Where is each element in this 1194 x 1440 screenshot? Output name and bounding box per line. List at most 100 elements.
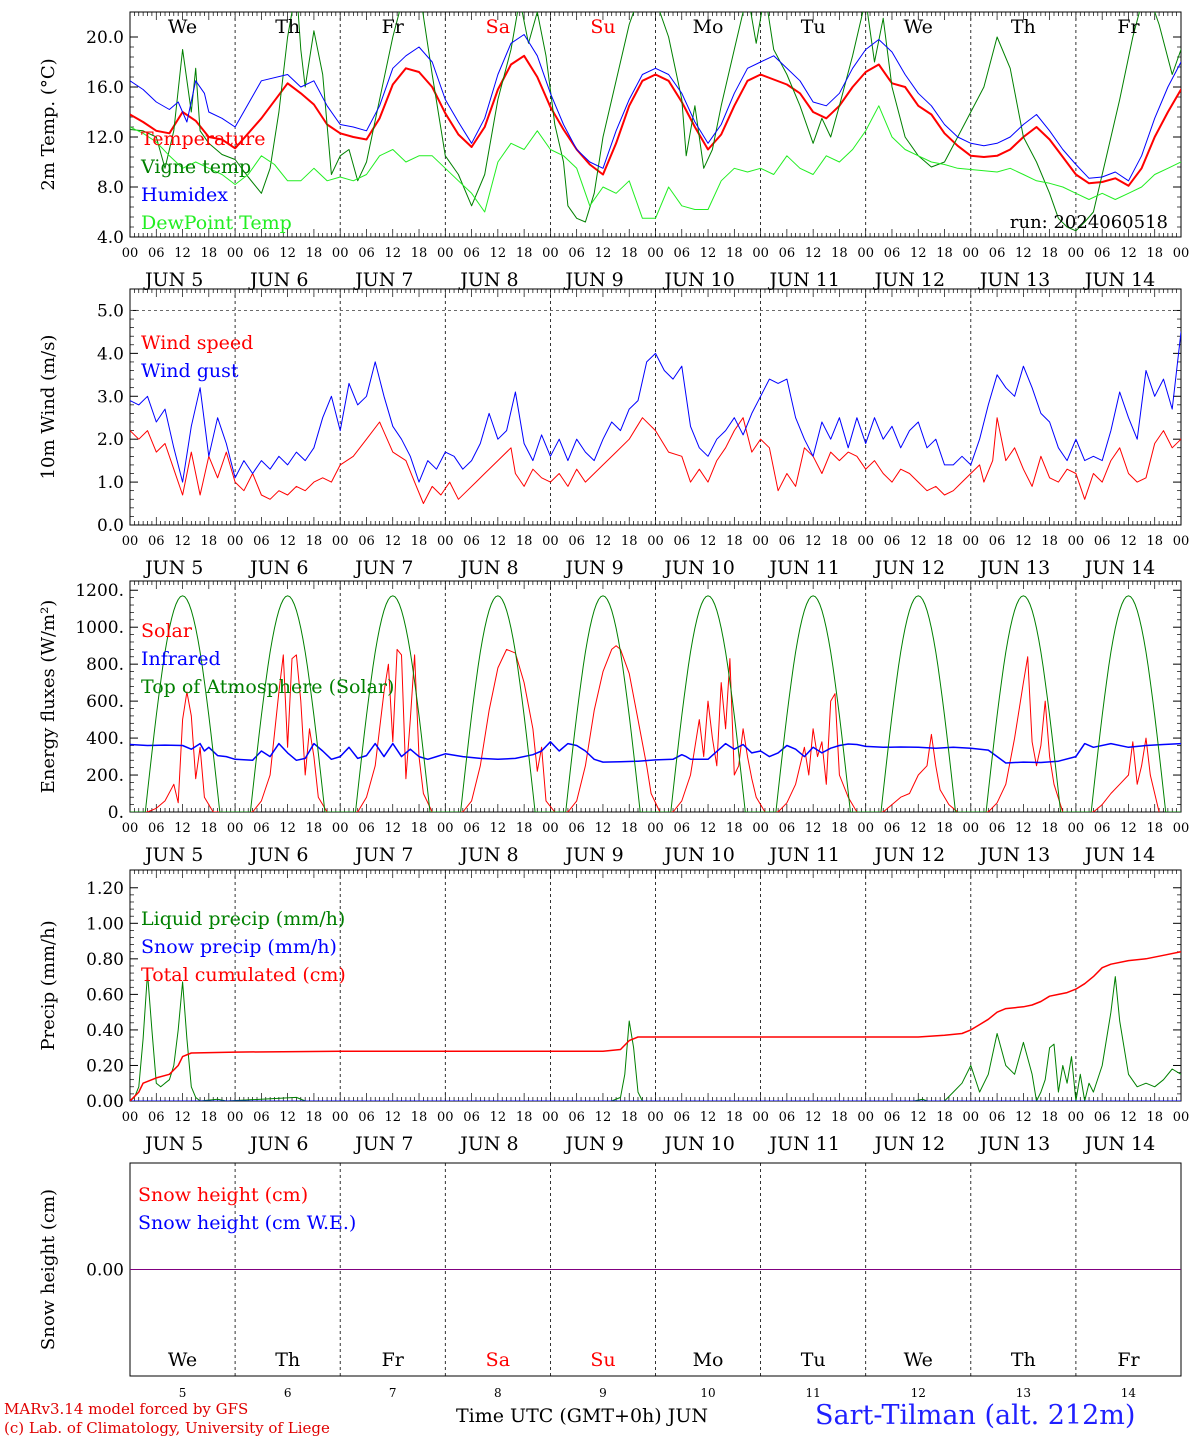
panel-snow: 0.00 Snow height (cm) Snow height (cm) Snow… [38,1162,1182,1400]
hour-tick-label: 18 [936,246,953,261]
date-label: JUN 5 [143,1133,203,1155]
legend-entry: DewPoint Temp [141,212,292,234]
hour-tick-label: 12 [595,534,612,549]
hour-tick-label: 00 [1068,1110,1085,1125]
hour-tick-label: 12 [595,821,612,836]
hour-tick-label: 00 [122,1110,139,1125]
hour-tick-label: 06 [568,246,585,261]
hour-tick-label: 12 [279,534,296,549]
hour-tick-label: 06 [253,1110,270,1125]
hour-tick-label: 18 [306,821,323,836]
series-line-infrared [130,741,1181,764]
y-tick-label: 4.0 [97,344,124,364]
hour-tick-label: 18 [1146,534,1163,549]
legend-entry: Snow height (cm) [138,1184,308,1206]
date-label: JUN 8 [458,269,518,291]
hour-tick-label: 06 [989,534,1006,549]
panel-precip: 0.00 0.20 0.40 0.60 0.80 1.00 1.20 Precip (mm/h… [38,869,1189,1155]
legend-entry: Vigne temp [140,156,251,178]
hour-tick-label: 00 [752,1110,769,1125]
date-label: JUN 12 [873,269,945,291]
y-tick-label: 1000. [75,618,124,638]
date-label: JUN 9 [563,844,623,866]
date-label: JUN 10 [662,557,734,579]
date-label: JUN 7 [353,557,413,579]
y-tick-label: 0.20 [86,1056,124,1076]
hour-tick-label: 00 [963,246,980,261]
day-name: We [168,1349,197,1371]
date-label: JUN 11 [767,557,839,579]
hour-tick-label: 06 [884,821,901,836]
legend-entry: Temperature [141,128,265,150]
hour-tick-label: 00 [857,246,874,261]
hour-tick-label: 00 [332,534,349,549]
hour-tick-label: 18 [936,821,953,836]
hour-tick-label: 06 [148,534,165,549]
day-name: Mo [693,1349,724,1371]
day-name: Th [275,16,300,38]
hour-tick-label: 06 [463,821,480,836]
hour-tick-label: 00 [332,246,349,261]
day-name: Tu [801,1349,826,1371]
hour-tick-label: 12 [700,821,717,836]
hour-tick-label: 06 [674,821,691,836]
date-label: JUN 13 [978,1133,1050,1155]
hour-tick-label: 00 [1068,821,1085,836]
date-label: JUN 5 [143,269,203,291]
y-tick-label: 4.0 [97,228,124,248]
day-name: Mo [693,16,724,38]
y-tick-label: 0.40 [86,1021,124,1041]
date-label: JUN 12 [873,1133,945,1155]
hour-tick-label: 18 [306,534,323,549]
date-label: JUN 12 [873,557,945,579]
y-tick-label: 5.0 [97,301,124,321]
date-label: JUN 13 [978,844,1050,866]
y-tick-label: 800. [86,655,124,675]
date-label: JUN 5 [143,557,203,579]
panel-temp: 4.0 8.0 12.0 16.0 20.0 2m Temp. (°C) Temperatu… [38,11,1189,291]
date-label: JUN 14 [1083,269,1155,291]
hour-tick-label: 12 [1120,246,1137,261]
day-number: 12 [911,1386,926,1400]
y-tick-label: 1.00 [86,914,124,934]
date-label: JUN 6 [248,1133,308,1155]
hour-tick-label: 18 [1041,1110,1058,1125]
hour-tick-label: 12 [1120,1110,1137,1125]
hour-tick-label: 12 [1015,1110,1032,1125]
date-label: JUN 10 [662,269,734,291]
date-label: JUN 6 [248,844,308,866]
date-label: JUN 5 [143,844,203,866]
hour-tick-label: 12 [384,1110,401,1125]
hour-tick-label: 06 [358,821,375,836]
hour-tick-label: 00 [437,246,454,261]
hour-tick-label: 00 [227,246,244,261]
day-number: 14 [1121,1386,1137,1400]
hour-tick-label: 12 [805,534,822,549]
series-line-dewpoint-temp [130,105,1181,219]
hour-tick-label: 00 [542,534,559,549]
hour-tick-label: 12 [174,246,191,261]
y-tick-label: 400. [86,729,124,749]
day-number: 7 [389,1386,397,1400]
hour-tick-label: 18 [1041,246,1058,261]
hour-tick-label: 12 [174,534,191,549]
date-label: JUN 7 [353,844,413,866]
hour-tick-label: 00 [963,821,980,836]
hour-tick-label: 12 [1015,246,1032,261]
day-number: 10 [700,1386,715,1400]
panel-wind: 0.0 1.0 2.0 3.0 4.0 5.0 10m Wind (m/s) Wind spe… [38,288,1189,579]
y-tick-label: 1.0 [97,473,124,493]
hour-tick-label: 06 [568,821,585,836]
series-line-wind-gust [130,331,1181,483]
hour-tick-label: 18 [516,1110,533,1125]
day-name: We [904,16,933,38]
hour-tick-label: 12 [1015,821,1032,836]
hour-tick-label: 00 [122,534,139,549]
date-label: JUN 10 [662,1133,734,1155]
y-tick-label: 0.60 [86,985,124,1005]
hour-tick-label: 06 [463,1110,480,1125]
day-name: Fr [382,1349,405,1371]
series-line-humidex [130,34,1181,182]
series-line-liquid-precip-mm-h- [130,972,1181,1101]
panel-energy: 0. 200. 400. 600. 800. 1000. 1200. Energy fluxe… [38,580,1189,866]
